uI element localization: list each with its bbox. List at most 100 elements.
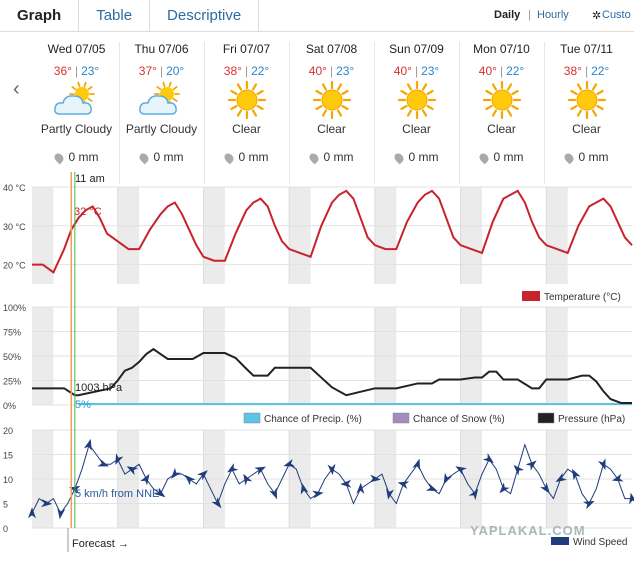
wind-arrow-icon <box>443 472 453 485</box>
sun-icon <box>544 80 629 120</box>
precip-amount: 0 mm <box>493 150 524 164</box>
chevron-left-icon[interactable]: ‹ <box>13 78 20 100</box>
temperature-legend-label: Temperature (°C) <box>544 292 621 303</box>
daily-toggle[interactable]: Daily <box>494 9 521 21</box>
night-band <box>117 187 140 284</box>
day-precip: 0 mm <box>204 150 289 165</box>
pressure-series-line <box>32 347 632 405</box>
day-temps: 36° | 23° <box>53 64 100 78</box>
wind-arrow-icon <box>57 507 66 520</box>
day-separator <box>119 42 120 184</box>
low-temp: 20° <box>166 64 185 78</box>
current-time-label: 11 am <box>75 173 105 185</box>
wind-arrow-icon <box>269 487 278 500</box>
wind-arrow-icon <box>340 479 352 488</box>
low-temp: 23° <box>421 64 440 78</box>
wind-arrow-icon <box>397 481 410 489</box>
day-condition: Partly Cloudy <box>40 122 113 136</box>
wind-arrow-icon <box>154 487 166 498</box>
sun-icon <box>459 80 544 120</box>
precip-amount: 0 mm <box>323 150 354 164</box>
day-precip: 0 mm <box>34 150 119 165</box>
day-temps: 38° | 22° <box>563 64 610 78</box>
wind-arrow-icon <box>283 458 296 467</box>
wind-arrow-icon <box>227 463 239 473</box>
sun-icon <box>374 80 459 120</box>
pressure-annotation: 1003 hPa <box>75 382 123 394</box>
forecast-label: Forecast → <box>72 538 129 550</box>
precip-amount: 0 mm <box>68 150 99 164</box>
y-tick-label: 20 °C <box>3 261 26 271</box>
day-separator <box>544 42 545 184</box>
day-condition: Clear <box>402 122 431 136</box>
customize-link[interactable]: Custo <box>602 9 631 21</box>
day-date: Mon 07/10 <box>473 42 530 56</box>
day-separator <box>204 42 205 184</box>
day-precip: 0 mm <box>374 150 459 165</box>
day-temps: 37° | 20° <box>138 64 185 78</box>
wind-arrow-icon <box>197 470 208 481</box>
day-separator <box>459 42 460 184</box>
y-tick-label: 40 °C <box>3 183 26 193</box>
wind-arrow-icon <box>97 458 110 467</box>
day-temps: 40° | 23° <box>393 64 440 78</box>
wind-arrow-icon <box>582 501 595 510</box>
wind-arrow-icon <box>597 458 606 470</box>
hourly-toggle[interactable]: Hourly <box>537 9 569 21</box>
y-tick-label: 30 °C <box>3 222 26 232</box>
day-date: Thu 07/06 <box>134 42 189 56</box>
legend-label: Pressure (hPa) <box>558 414 625 425</box>
view-tabs: Graph Table Descriptive <box>0 0 260 32</box>
wind-arrow-icon <box>243 473 253 486</box>
day-column: Fri 07/07 38° | 22° Clear 0 mm <box>204 42 289 165</box>
chart-panel-temperature: 40 °C 30 °C 20 °C <box>3 183 632 284</box>
tab-graph[interactable]: Graph <box>0 0 80 32</box>
day-column: Sat 07/08 40° | 23° Clear 0 mm <box>289 42 374 165</box>
legend-swatch <box>243 412 261 424</box>
temperature-legend-swatch <box>522 291 540 301</box>
night-band <box>203 187 225 284</box>
precip-amount: 0 mm <box>238 150 269 164</box>
wind-arrow-icon <box>300 482 309 495</box>
y-tick-label: 75% <box>3 328 21 338</box>
day-condition: Clear <box>232 122 261 136</box>
watermark: YAPLAKAL.COM <box>470 523 586 538</box>
gear-icon[interactable]: ✲ <box>592 10 602 22</box>
legend-label: Chance of Precip. (%) <box>264 414 362 425</box>
day-temps: 40° | 22° <box>478 64 525 78</box>
low-temp: 22° <box>251 64 270 78</box>
day-date: Sat 07/08 <box>305 42 358 56</box>
night-band <box>546 187 568 284</box>
wind-legend-swatch <box>551 537 569 545</box>
wind-arrow-icon <box>254 466 266 475</box>
high-temp: 40° <box>478 64 497 78</box>
high-temp: 38° <box>223 64 242 78</box>
high-temp: 40° <box>393 64 412 78</box>
partly-cloudy-icon <box>119 80 204 120</box>
y-tick-label: 20 <box>3 426 13 436</box>
y-tick-label: 25% <box>3 377 21 387</box>
precip-amount: 0 mm <box>578 150 609 164</box>
day-temps: 38° | 22° <box>223 64 270 78</box>
wind-arrow-icon <box>115 453 124 465</box>
day-column: Wed 07/05 36° | 23° Partly Cloudy 0 mm <box>34 42 119 165</box>
day-precip: 0 mm <box>544 150 629 165</box>
low-temp: 22° <box>591 64 610 78</box>
temperature-series-line <box>32 189 633 274</box>
tab-descriptive[interactable]: Descriptive <box>150 0 260 32</box>
night-band <box>289 187 311 284</box>
wind-arrow-icon <box>211 497 222 509</box>
tab-divider <box>0 31 634 32</box>
y-tick-label: 0 <box>3 524 8 534</box>
low-temp: 23° <box>81 64 100 78</box>
precip-amount: 0 mm <box>153 150 184 164</box>
wind-arrow-icon <box>184 474 196 486</box>
chart-panel-wind: 20 15 10 5 0 <box>3 426 632 534</box>
wind-arrow-icon <box>611 473 624 482</box>
wind-arrow-icon <box>327 463 336 476</box>
wind-arrow-icon <box>386 488 394 500</box>
sun-icon <box>204 80 289 120</box>
wind-arrow-icon <box>482 453 494 464</box>
wind-arrow-icon <box>572 468 581 481</box>
wind-arrow-icon <box>312 490 324 499</box>
